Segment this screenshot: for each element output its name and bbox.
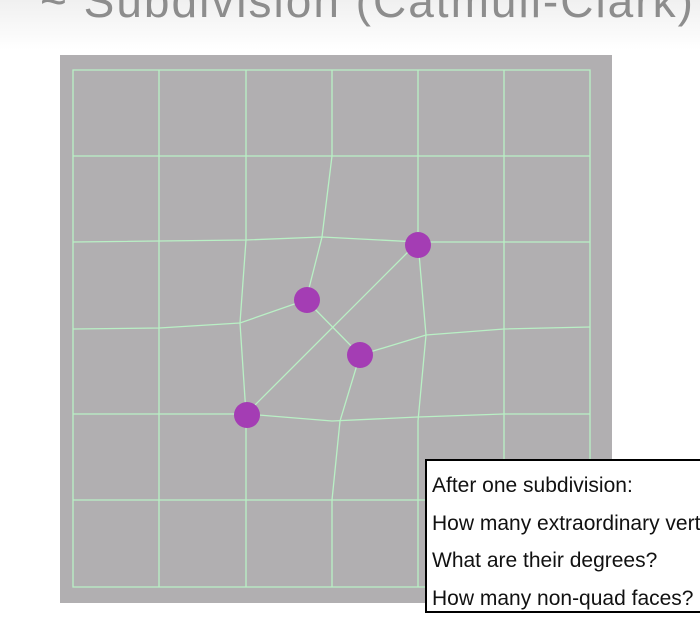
question-line-2: How many extraordinary vertices?	[432, 511, 700, 535]
question-line-4: How many non-quad faces?	[432, 586, 694, 610]
edge-diag-1	[245, 241, 419, 415]
extraordinary-vertices	[234, 232, 431, 428]
question-line-3: What are their degrees?	[432, 549, 658, 572]
edge-h-3-right	[359, 326, 591, 356]
slide-title: ~ Subdivision (Catmull-Clark)	[40, 0, 695, 27]
vertex-a	[405, 232, 431, 258]
edge-v-3	[305, 155, 333, 301]
edge-v-3-lower	[331, 354, 361, 501]
question-box: After one subdivision: How many extraord…	[425, 459, 700, 613]
mesh-diagram	[72, 69, 591, 588]
slide-title-band: ~ Subdivision (Catmull-Clark)	[0, 0, 700, 50]
question-line-1: After one subdivision:	[432, 474, 633, 497]
vertex-c	[347, 342, 373, 368]
edge-h-4	[73, 413, 590, 422]
vertex-b	[294, 287, 320, 313]
edge-h-2	[72, 236, 590, 243]
edge-h-3	[72, 299, 307, 330]
mesh-panel	[60, 55, 612, 603]
vertex-d	[234, 402, 260, 428]
edge-v-4	[417, 241, 427, 422]
